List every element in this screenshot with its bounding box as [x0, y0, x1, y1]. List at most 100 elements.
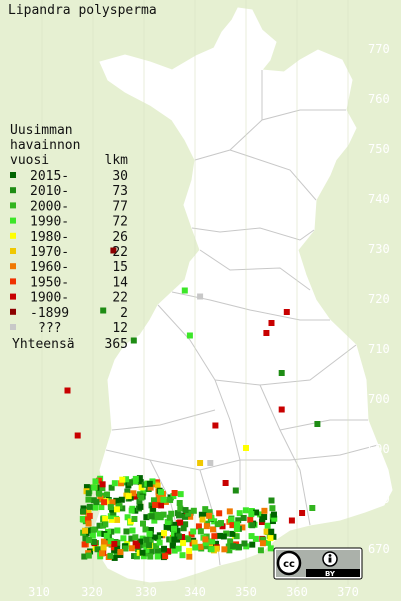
observation-square	[226, 508, 233, 515]
observation-square	[263, 528, 270, 535]
coordinate-grid	[41, 0, 349, 585]
observation-square	[123, 476, 130, 483]
observation-square	[202, 543, 209, 550]
observation-square	[138, 484, 145, 491]
observation-square	[99, 485, 106, 492]
observation-square	[236, 510, 243, 517]
observation-square	[111, 480, 118, 487]
observation-square	[278, 370, 285, 376]
observation-square	[269, 505, 276, 512]
observation-square	[96, 490, 103, 497]
observation-square	[111, 547, 118, 554]
observation-square	[230, 543, 237, 550]
observation-square	[93, 499, 100, 506]
x-tick-label: 350	[235, 585, 257, 599]
observation-square	[212, 540, 219, 547]
legend-period: 2010-	[30, 184, 69, 199]
observation-square	[80, 505, 87, 512]
observation-square	[236, 543, 243, 550]
legend-swatch	[10, 232, 16, 239]
observation-square	[136, 498, 143, 505]
observation-square	[179, 533, 186, 540]
observation-square	[130, 490, 137, 497]
observation-square	[156, 539, 163, 546]
observation-square	[203, 523, 210, 530]
observation-square	[175, 545, 182, 552]
observation-square	[208, 546, 215, 553]
observation-square	[233, 525, 240, 532]
observation-square	[155, 535, 162, 542]
observation-square	[119, 476, 126, 483]
legend-total-label: Yhteensä	[12, 337, 75, 352]
observation-square	[134, 542, 141, 549]
observation-square	[162, 553, 169, 560]
y-tick-label: 700	[368, 392, 390, 406]
x-tick-label: 320	[81, 585, 103, 599]
observation-square	[85, 520, 92, 527]
observation-square	[100, 307, 107, 314]
observation-square	[170, 531, 177, 538]
observation-square	[253, 509, 260, 516]
observation-square	[128, 545, 135, 552]
legend-swatch	[10, 172, 16, 178]
observation-square	[146, 480, 153, 487]
observation-square	[221, 546, 228, 553]
observation-square	[220, 533, 227, 540]
observation-square	[147, 526, 154, 533]
observation-square	[84, 516, 91, 523]
observation-square	[158, 489, 165, 496]
legend-count: 22	[112, 245, 128, 260]
x-tick-label: 330	[135, 585, 157, 599]
observation-square	[260, 536, 267, 543]
map-title: Lipandra polysperma	[8, 3, 157, 18]
observation-square	[186, 553, 193, 560]
observation-square	[216, 532, 223, 539]
observation-square	[94, 546, 101, 553]
observation-square	[239, 524, 246, 531]
legend-swatch	[10, 278, 16, 285]
cc-icon-text: cc	[283, 559, 295, 570]
observation-square	[97, 495, 104, 502]
cc-by-badge[interactable]: cc BY	[273, 547, 363, 580]
observation-square	[141, 542, 148, 549]
observation-square	[86, 512, 93, 519]
legend-count: 15	[112, 260, 128, 275]
observation-square	[114, 545, 121, 552]
observation-square	[120, 535, 127, 542]
observation-square	[207, 542, 214, 549]
observation-square	[111, 554, 118, 561]
observation-square	[142, 550, 149, 557]
observation-square	[137, 538, 144, 545]
legend-swatch	[10, 202, 16, 209]
legend-period: 1990-	[30, 215, 69, 230]
observation-square	[81, 553, 88, 560]
legend-period: 1960-	[30, 260, 69, 275]
observation-square	[143, 536, 150, 543]
legend-swatch	[10, 217, 16, 224]
observation-square	[107, 513, 114, 520]
observation-square	[180, 540, 187, 547]
legend-period: 1970-	[30, 245, 69, 260]
observation-square	[252, 535, 259, 542]
observation-cluster-south	[79, 475, 278, 561]
observation-square	[108, 484, 115, 491]
y-tick-label: 730	[368, 242, 390, 256]
observation-square	[170, 493, 177, 500]
observation-square	[180, 525, 187, 532]
observation-square	[110, 544, 117, 551]
observation-square	[217, 520, 224, 527]
legend-rows: 2015- 30 2010- 73 2000- 77 1990- 72 1980- 26 1970-…	[10, 169, 128, 336]
observation-square	[211, 518, 218, 525]
legend-period: 2015-	[30, 169, 69, 184]
observation-square	[299, 510, 306, 516]
observation-square	[197, 293, 204, 300]
observation-square	[216, 510, 223, 517]
y-tick-label: 710	[368, 342, 390, 356]
observation-square	[94, 484, 101, 491]
observation-square	[166, 514, 173, 521]
observation-square	[85, 537, 92, 544]
observation-square	[248, 511, 255, 518]
observation-square	[85, 552, 92, 559]
observation-square	[187, 513, 194, 520]
legend-period: 2000-	[30, 199, 69, 214]
